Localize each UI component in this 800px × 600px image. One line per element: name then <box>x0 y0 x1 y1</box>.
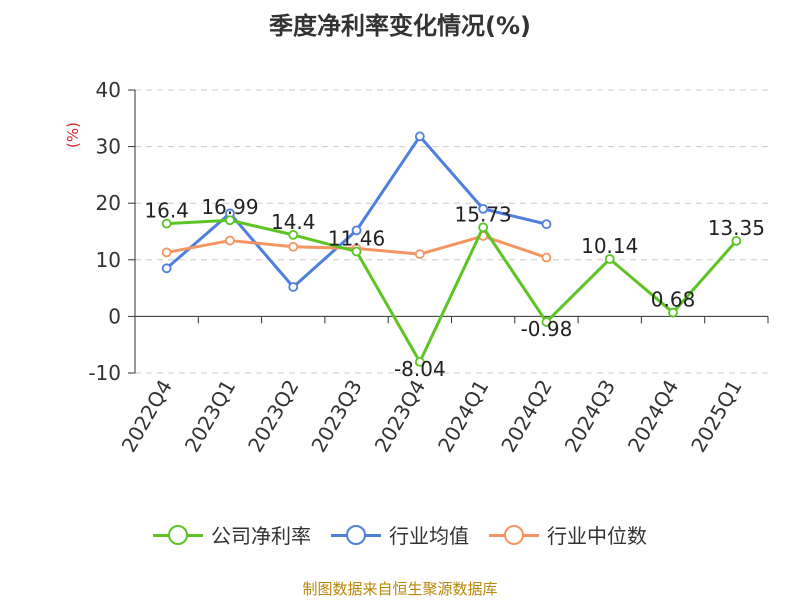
x-tick-label: 2023Q4 <box>370 376 430 457</box>
legend-label: 行业均值 <box>389 524 469 548</box>
y-tick-label: 10 <box>96 248 121 272</box>
legend: 公司净利率 行业均值 行业中位数 <box>0 520 800 549</box>
x-tick-label: 2024Q2 <box>496 376 556 457</box>
data-label: -8.04 <box>394 357 446 381</box>
data-label: 13.35 <box>708 216 765 240</box>
data-point <box>288 282 299 292</box>
data-point <box>225 215 235 226</box>
legend-item[interactable]: 行业中位数 <box>489 520 647 549</box>
data-label: 10.14 <box>581 234 638 258</box>
series-line-0 <box>166 218 738 364</box>
legend-item[interactable]: 公司净利率 <box>153 520 311 549</box>
data-point <box>225 235 235 246</box>
data-point <box>731 235 742 246</box>
data-point <box>668 307 678 318</box>
legend-swatch <box>489 524 539 545</box>
y-tick-label: 30 <box>96 135 121 159</box>
y-tick-label: -10 <box>88 361 121 385</box>
data-point <box>478 203 489 214</box>
x-tick-label: 2024Q4 <box>623 376 683 457</box>
data-point <box>414 131 425 142</box>
data-point <box>414 357 425 367</box>
legend-item[interactable]: 行业均值 <box>331 520 469 549</box>
data-point <box>414 249 425 260</box>
x-tick-label: 2022Q4 <box>117 376 177 457</box>
data-point <box>161 263 172 274</box>
data-point <box>288 229 299 240</box>
data-point <box>478 222 489 233</box>
data-point <box>351 246 362 257</box>
legend-label: 行业中位数 <box>547 524 647 548</box>
data-label: 11.46 <box>328 227 385 251</box>
data-point <box>351 225 362 236</box>
x-tick-label: 2024Q3 <box>560 376 620 457</box>
data-point <box>288 241 299 252</box>
legend-swatch <box>153 524 203 545</box>
y-tick-label: 20 <box>96 191 121 215</box>
y-tick-label: 40 <box>96 78 121 102</box>
data-point <box>541 252 552 263</box>
data-label: 14.4 <box>271 210 316 234</box>
data-point <box>161 218 172 229</box>
y-tick-label: 0 <box>108 304 121 328</box>
data-point <box>161 247 172 258</box>
data-label: -0.98 <box>521 317 573 341</box>
data-label: 16.99 <box>201 195 258 219</box>
data-point <box>541 317 552 327</box>
x-tick-label: 2023Q1 <box>180 376 240 457</box>
data-label: 0.68 <box>651 288 696 312</box>
chart-title: 季度净利率变化情况(%) <box>269 12 531 40</box>
source-footer: 制图数据来自恒生聚源数据库 <box>302 580 498 598</box>
data-label: 16.4 <box>144 199 189 223</box>
x-tick-label: 2023Q3 <box>306 376 366 457</box>
legend-label: 公司净利率 <box>211 524 311 548</box>
legend-swatch <box>331 524 381 545</box>
data-point <box>604 254 615 264</box>
data-point <box>541 219 552 230</box>
data-label: 15.73 <box>455 202 512 226</box>
x-tick-label: 2025Q1 <box>686 376 746 457</box>
x-tick-label: 2023Q2 <box>243 376 303 457</box>
x-tick-label: 2024Q1 <box>433 376 493 457</box>
